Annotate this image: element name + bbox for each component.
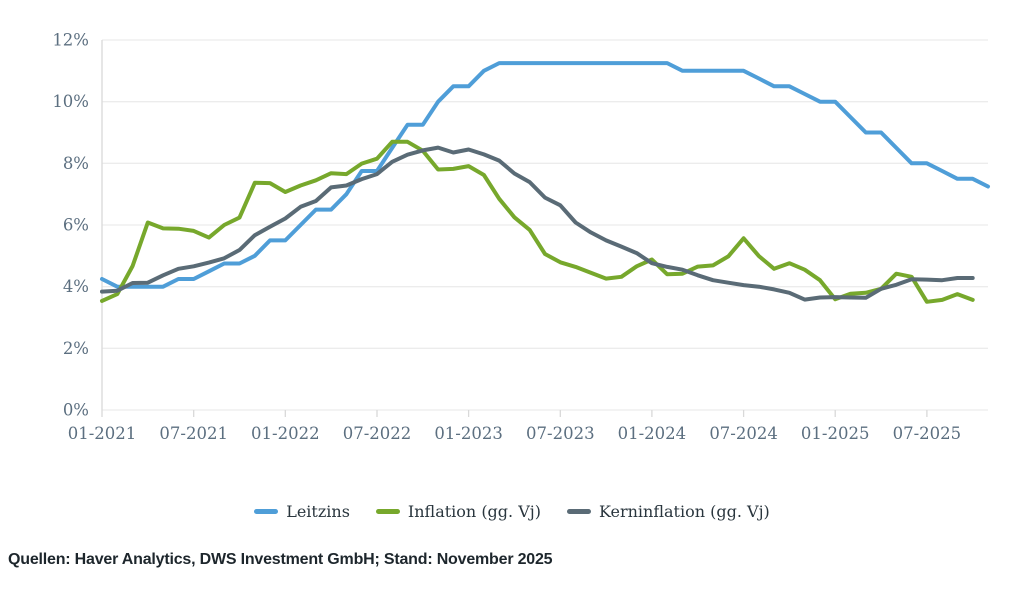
- svg-text:07-2025: 07-2025: [893, 424, 962, 443]
- svg-text:01-2024: 01-2024: [618, 424, 687, 443]
- svg-text:07-2021: 07-2021: [159, 424, 228, 443]
- svg-text:01-2022: 01-2022: [251, 424, 320, 443]
- svg-text:07-2024: 07-2024: [709, 424, 778, 443]
- legend-label-inflation: Inflation (gg. Vj): [407, 502, 541, 521]
- legend-item-kerninflation: Kerninflation (gg. Vj): [566, 502, 770, 521]
- svg-text:10%: 10%: [52, 92, 89, 111]
- svg-text:8%: 8%: [63, 154, 89, 173]
- legend-item-leitzins: Leitzins: [254, 502, 350, 521]
- svg-text:6%: 6%: [63, 216, 89, 235]
- kerninflation-line-swatch: [566, 509, 591, 514]
- svg-text:12%: 12%: [52, 31, 89, 50]
- line-chart-svg: 0% 2% 4% 6% 8% 10% 12% 01-2021 07-2021 01-2022 07-…: [52, 31, 990, 443]
- svg-text:01-2025: 01-2025: [801, 424, 870, 443]
- source-note: Quellen: Haver Analytics, DWS Investment…: [8, 551, 553, 568]
- legend-label-leitzins: Leitzins: [286, 502, 350, 521]
- legend-label-kerninflation: Kerninflation (gg. Vj): [598, 502, 770, 521]
- svg-text:0%: 0%: [63, 401, 89, 420]
- svg-text:07-2023: 07-2023: [526, 424, 595, 443]
- inflation-rates-chart: 0% 2% 4% 6% 8% 10% 12% 01-2021 07-2021 01-2022 07-…: [0, 31, 1024, 568]
- legend-item-inflation: Inflation (gg. Vj): [375, 502, 541, 521]
- chart-legend: Leitzins Inflation (gg. Vj) Kerninflatio…: [0, 502, 1024, 521]
- svg-text:4%: 4%: [63, 277, 89, 296]
- svg-text:01-2023: 01-2023: [434, 424, 503, 443]
- svg-text:07-2022: 07-2022: [343, 424, 412, 443]
- inflation-line-swatch: [375, 509, 400, 514]
- svg-text:01-2021: 01-2021: [68, 424, 137, 443]
- svg-text:2%: 2%: [63, 339, 89, 358]
- leitzins-line-swatch: [254, 509, 279, 514]
